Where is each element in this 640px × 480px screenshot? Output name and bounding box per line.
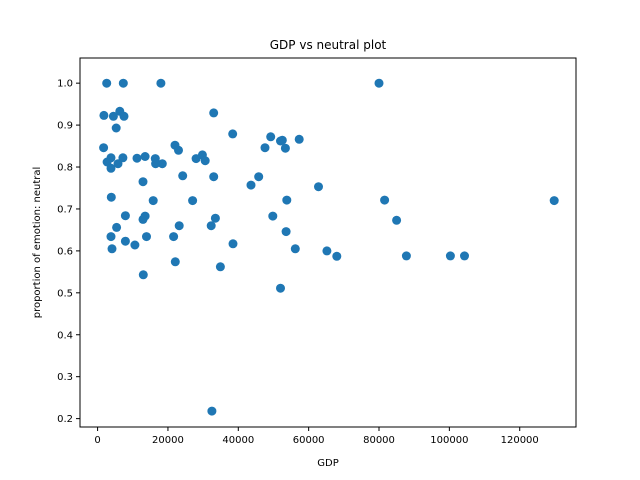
- data-point: [156, 78, 166, 88]
- chart-title: GDP vs neutral plot: [270, 38, 387, 52]
- data-point: [281, 227, 291, 237]
- x-axis-label: GDP: [317, 458, 338, 469]
- data-point: [207, 406, 217, 416]
- data-point: [374, 78, 384, 88]
- data-point: [254, 172, 264, 182]
- data-point: [120, 236, 130, 246]
- data-point: [108, 111, 118, 121]
- x-tick-label: 40000: [222, 435, 254, 446]
- data-point: [268, 211, 278, 221]
- y-tick-label: 0.2: [57, 414, 73, 425]
- data-point: [209, 172, 219, 182]
- x-tick-label: 20000: [152, 435, 184, 446]
- data-point: [188, 196, 198, 206]
- x-tick-label: 120000: [501, 435, 539, 446]
- data-point: [246, 180, 256, 190]
- y-axis: 0.2 0.3 0.4 0.5 0.6 0.7 0.8 0.9 1.0: [57, 79, 80, 425]
- data-point: [138, 270, 148, 280]
- data-point: [380, 195, 390, 205]
- data-point: [206, 221, 216, 231]
- data-point: [445, 251, 455, 261]
- data-point: [276, 283, 285, 293]
- data-point: [120, 211, 130, 221]
- y-tick-label: 0.9: [57, 121, 73, 132]
- data-point: [140, 152, 150, 161]
- data-point: [228, 239, 238, 249]
- data-point: [169, 232, 179, 242]
- data-point: [215, 262, 225, 272]
- points-layer: [99, 78, 559, 416]
- data-point: [102, 78, 112, 88]
- data-point: [151, 159, 161, 169]
- data-point: [106, 163, 116, 173]
- x-axis: 0 20000 40000 60000 80000 100000 120000: [94, 427, 539, 446]
- data-point: [191, 154, 201, 164]
- data-point: [99, 110, 109, 120]
- data-point: [111, 123, 121, 133]
- data-point: [282, 195, 292, 205]
- y-tick-label: 0.6: [57, 246, 73, 257]
- data-point: [209, 108, 219, 118]
- data-point: [174, 221, 184, 231]
- data-point: [138, 177, 148, 187]
- data-point: [174, 145, 183, 155]
- y-axis-label: proportion of emotion: neutral: [32, 167, 43, 319]
- data-point: [118, 153, 128, 163]
- y-tick-label: 1.0: [57, 79, 73, 90]
- data-point: [210, 213, 220, 223]
- x-tick-label: 0: [94, 435, 100, 446]
- y-tick-label: 0.7: [57, 204, 73, 215]
- data-point: [148, 196, 158, 206]
- data-point: [138, 214, 148, 224]
- x-tick-label: 60000: [293, 435, 325, 446]
- y-tick-label: 0.3: [57, 372, 73, 383]
- data-point: [107, 244, 117, 254]
- data-point: [276, 136, 285, 146]
- data-point: [132, 153, 142, 163]
- data-point: [314, 182, 323, 192]
- data-point: [322, 246, 332, 256]
- data-point: [99, 143, 109, 153]
- data-point: [549, 196, 559, 206]
- data-point: [228, 129, 238, 139]
- data-point: [266, 132, 276, 142]
- data-point: [460, 251, 469, 261]
- data-point: [113, 159, 123, 169]
- data-point: [157, 159, 167, 169]
- data-point: [200, 156, 210, 166]
- data-point: [178, 171, 188, 181]
- plot-frame: [79, 57, 577, 428]
- data-point: [332, 251, 342, 261]
- x-tick-label: 80000: [363, 435, 395, 446]
- x-tick-label: 100000: [430, 435, 468, 446]
- y-tick-label: 0.8: [57, 163, 73, 174]
- data-point: [170, 257, 180, 267]
- data-point: [118, 78, 128, 88]
- y-tick-label: 0.5: [57, 288, 73, 299]
- data-point: [294, 134, 304, 144]
- data-point: [290, 244, 300, 254]
- data-point: [119, 111, 129, 121]
- data-point: [280, 143, 290, 153]
- y-tick-label: 0.4: [57, 330, 73, 341]
- data-point: [106, 192, 116, 202]
- data-point: [401, 251, 411, 261]
- data-point: [142, 232, 151, 242]
- data-point: [260, 143, 270, 153]
- data-point: [106, 232, 116, 242]
- data-point: [112, 222, 122, 232]
- data-point: [392, 215, 402, 225]
- data-point: [130, 240, 140, 250]
